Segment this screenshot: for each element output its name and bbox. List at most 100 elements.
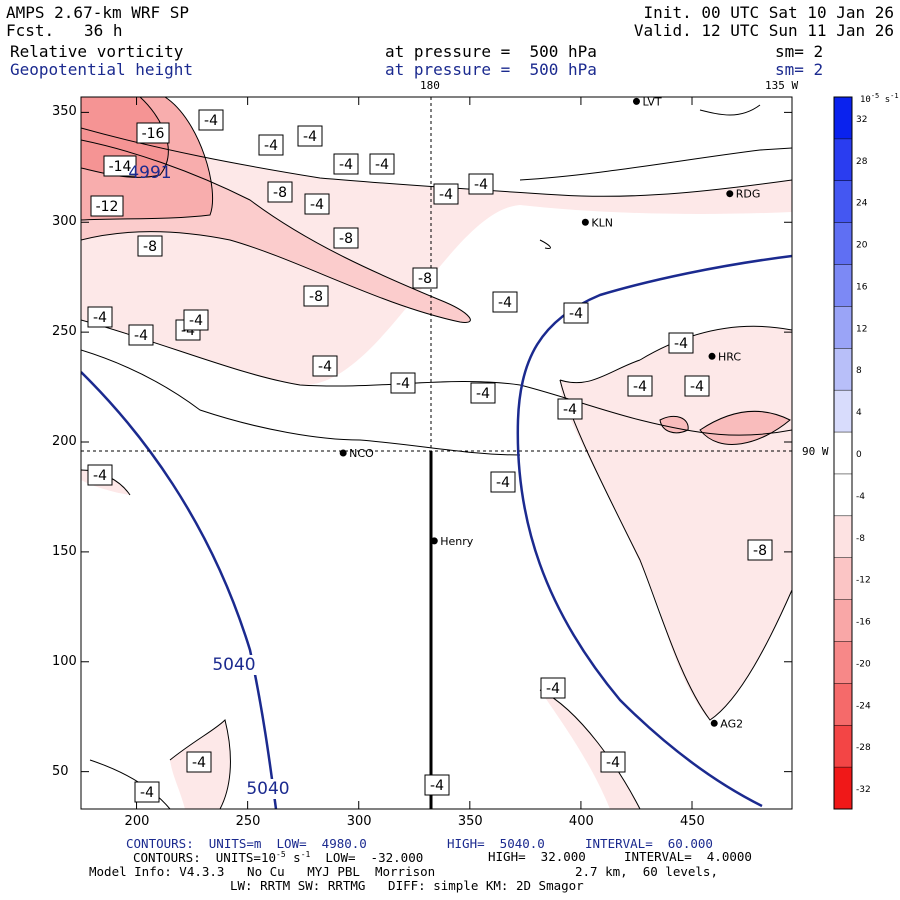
colorbar-swatch: [834, 767, 852, 809]
colorbar-swatch: [834, 138, 852, 181]
colorbar-swatch: [834, 264, 852, 307]
x-tick-label: 400: [568, 814, 594, 829]
vort-label-text: -4: [93, 310, 107, 326]
vort-label-box: [557, 398, 583, 420]
station-dot: [726, 190, 734, 198]
vort-label-box: [540, 677, 566, 699]
x-tick-label: 300: [346, 814, 372, 829]
vort-label-text: -4: [430, 778, 444, 794]
colorbar-label: -16: [856, 618, 871, 628]
footer-contours2-high: HIGH= 32.000: [488, 849, 586, 864]
vort-label-text: -4: [264, 138, 278, 154]
colorbar-label: -28: [856, 743, 871, 753]
lon-label-180: 180: [420, 79, 440, 92]
vort-label-box: [468, 173, 494, 195]
y-tick-label: 350: [52, 104, 77, 120]
colorbar-swatch: [834, 180, 852, 223]
model-title: AMPS 2.67-km WRF SP: [6, 3, 190, 22]
footer-contours1-high: HIGH= 5040.0: [447, 836, 545, 851]
vort-label-box: [136, 122, 170, 144]
station-dot: [339, 449, 347, 457]
vort-label-text: -8: [309, 289, 323, 305]
colorbar-label: -20: [856, 659, 871, 669]
colorbar-label: 16: [856, 282, 868, 292]
colorbar-swatch: [834, 432, 852, 474]
vort-label-box: [267, 181, 293, 203]
footer-model-info: Model Info: V4.3.3 No Cu MYJ PBL Morriso…: [89, 864, 436, 879]
vort-label-box: [297, 125, 323, 147]
colorbar-swatch: [834, 97, 852, 139]
vort-label-text: -16: [142, 126, 165, 142]
station-dot: [430, 537, 438, 545]
station-label: KLN: [591, 216, 613, 229]
forecast-hour: 36 h: [84, 21, 123, 40]
vort-label-text: -4: [204, 113, 218, 129]
colorbar-label: 4: [856, 408, 862, 418]
station-layer: LVT RDG KLN HRC NCO Henry AG2: [339, 95, 760, 730]
vort-label-box: [490, 471, 516, 493]
vort-label-text: -4: [310, 197, 324, 213]
vort-label-text: -4: [189, 313, 203, 329]
vort-label-text: -4: [633, 379, 647, 395]
vort-label-text: -4: [476, 386, 490, 402]
footer-contours1-prefix: CONTOURS: UNITS=m LOW= 4980.0: [126, 836, 367, 851]
y-tick-label: 200: [52, 434, 77, 449]
y-tick-label: 250: [52, 324, 77, 340]
vort-label-text: -4: [134, 328, 148, 344]
vort-band-4: [81, 128, 792, 386]
vort-label-box: [258, 134, 284, 156]
y-tick-label: 300: [52, 214, 77, 230]
vort-patch-south1: [540, 690, 640, 809]
station-label: HRC: [718, 350, 741, 363]
height-label-layer: 4991 5040 5040: [128, 163, 292, 799]
vort-label-text: -4: [140, 785, 154, 801]
init-time: Init. 00 UTC Sat 10 Jan 26: [643, 3, 894, 22]
vort-label-text: -8: [273, 185, 287, 201]
station-label: Henry: [440, 535, 474, 548]
vort-label-box: [134, 781, 160, 803]
vort-label-box: [304, 193, 330, 215]
colorbar-swatch: [834, 348, 852, 391]
vort-label-text: -4: [192, 755, 206, 771]
vort-label-box: [90, 195, 124, 217]
x-tick-label: 250: [235, 814, 261, 829]
colorbar-unit: 10-5 s-1: [860, 92, 899, 105]
colorbar-label: 8: [856, 366, 862, 376]
vort-label-box: [470, 382, 496, 404]
vort-label-text: -4: [563, 402, 577, 418]
colorbar-swatch: [834, 473, 852, 516]
vort-label-box: [412, 267, 438, 289]
vort-label-text: -8: [339, 231, 353, 247]
vort-label-box: [369, 153, 395, 175]
vort-label-text: -8: [143, 239, 157, 255]
vort-label-text: -4: [569, 306, 583, 322]
colorbar-label: -24: [856, 701, 871, 711]
footer-model-res: 2.7 km, 60 levels,: [575, 864, 718, 879]
x-tick-label: 450: [680, 814, 705, 829]
field1-smoothing: sm= 2: [775, 42, 824, 61]
vort-label-box: [492, 291, 518, 313]
vort-label-text: -8: [418, 271, 432, 287]
vort-label-box: [183, 309, 209, 331]
valid-time: Valid. 12 UTC Sun 11 Jan 26: [633, 21, 894, 40]
colorbar-swatch: [834, 390, 852, 433]
height-label-bg: [244, 779, 292, 799]
footer-model-info2: LW: RRTM SW: RRTMG DIFF: simple KM: 2D S…: [230, 878, 584, 893]
station-dot: [581, 218, 589, 226]
vort-patch-east2: [700, 411, 790, 445]
colorbar-label: 20: [856, 241, 868, 251]
colorbar-swatch: [834, 557, 852, 600]
field1-name: Relative vorticity: [10, 42, 184, 61]
vort-label-box: [563, 302, 589, 324]
vort-label-text: -4: [690, 379, 704, 395]
lon-label-90w: 90 W: [802, 445, 829, 458]
station-dot: [710, 719, 718, 727]
footer-contours1-interval: INTERVAL= 60.000: [585, 836, 713, 851]
station-dot: [708, 352, 716, 360]
lon-label-135w: 135 W: [765, 79, 799, 92]
y-tick-label: 150: [52, 543, 77, 559]
vort-label-text: -4: [606, 755, 620, 771]
vort-label-text: -4: [303, 129, 317, 145]
colorbar-swatch: [834, 515, 852, 558]
